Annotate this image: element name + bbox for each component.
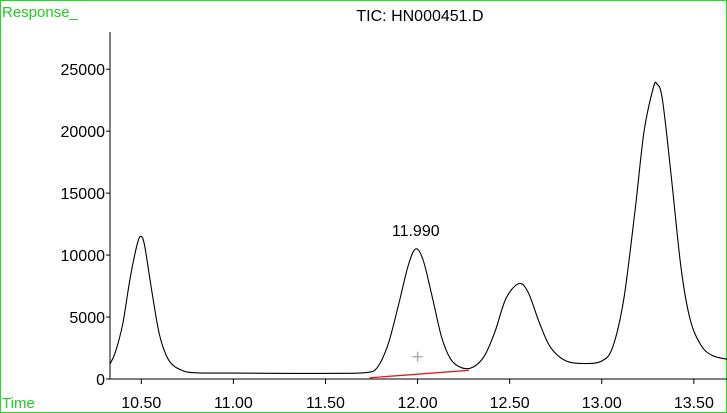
y-tick-label: 5000 [69, 310, 105, 327]
x-tick-label: 11.50 [306, 395, 345, 412]
integration-baseline [369, 369, 470, 379]
y-tick-label: 15000 [61, 186, 106, 203]
x-tick-label: 12.50 [490, 395, 530, 412]
chart-title: TIC: HN000451.D [356, 8, 483, 25]
y-tick-label: 10000 [61, 248, 106, 265]
x-tick-label: 12.00 [398, 395, 438, 412]
y-tick-label: 20000 [61, 124, 106, 141]
x-tick-label: 11.00 [214, 395, 253, 412]
y-axis-label: Response_ [2, 4, 79, 21]
x-axis-label: Time [2, 395, 35, 412]
peak-annotation: 11.990 [392, 223, 440, 240]
y-ticks: 0 5000 10000 15000 20000 25000 [61, 62, 110, 389]
tic-trace [109, 81, 727, 374]
x-tick-label: 13.00 [582, 395, 622, 412]
crosshair-marker [412, 351, 423, 362]
x-ticks: 10.50 11.00 11.50 12.00 12.50 13.00 13.50 [121, 379, 714, 412]
y-tick-label: 25000 [61, 62, 106, 79]
y-tick-label: 0 [96, 372, 105, 389]
x-tick-label: 13.50 [674, 395, 714, 412]
x-tick-label: 10.50 [121, 395, 161, 412]
